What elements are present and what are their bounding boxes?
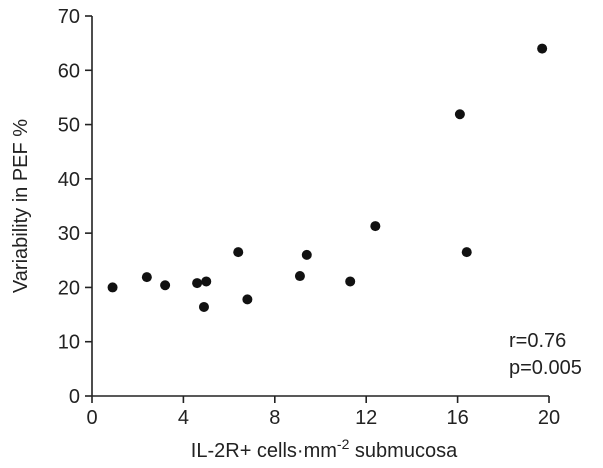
data-point xyxy=(537,43,548,54)
axes xyxy=(91,16,549,397)
data-point xyxy=(294,271,305,282)
x-axis-title: IL-2R+ cells·mm-2 submucosa xyxy=(191,436,458,462)
y-tick-label: 50 xyxy=(58,115,80,137)
y-tick-label: 0 xyxy=(69,386,80,408)
data-point xyxy=(301,249,312,260)
y-tick-label: 20 xyxy=(58,277,80,299)
data-point xyxy=(461,247,472,258)
data-point xyxy=(198,301,209,312)
data-point xyxy=(345,276,356,287)
y-tick-label: 10 xyxy=(58,332,80,354)
x-tick-label: 16 xyxy=(446,407,468,429)
y-tick-label: 60 xyxy=(58,60,80,82)
data-points xyxy=(107,43,548,312)
data-point xyxy=(192,278,203,289)
correlation-r-annotation: r=0.76 xyxy=(509,330,566,352)
data-point xyxy=(454,109,465,120)
y-tick-label: 70 xyxy=(58,6,80,28)
y-axis-title: Variability in PEF % xyxy=(10,119,32,293)
data-point xyxy=(242,294,253,305)
x-axis-title-superscript: -2 xyxy=(337,436,350,452)
data-point xyxy=(141,272,152,283)
x-axis-title-tail: submucosa xyxy=(349,440,458,462)
y-tick-label: 40 xyxy=(58,169,80,191)
data-point xyxy=(233,247,244,258)
ticks: 0 4 8 12 16 20 0 10 20 30 40 50 60 70 xyxy=(58,6,560,429)
data-point xyxy=(201,276,212,287)
y-tick-label: 30 xyxy=(58,223,80,245)
data-point xyxy=(370,221,381,232)
x-tick-label: 8 xyxy=(269,407,280,429)
x-tick-label: 0 xyxy=(86,407,97,429)
data-point xyxy=(107,282,118,293)
x-tick-label: 20 xyxy=(538,407,560,429)
x-tick-label: 12 xyxy=(355,407,377,429)
p-value-annotation: p=0.005 xyxy=(509,357,582,379)
data-point xyxy=(160,280,171,291)
x-axis-title-main: IL-2R+ cells·mm xyxy=(191,440,337,462)
x-tick-label: 4 xyxy=(178,407,189,429)
